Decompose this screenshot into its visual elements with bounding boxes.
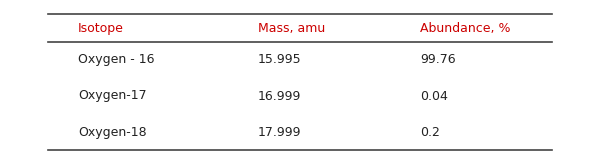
Text: Oxygen-18: Oxygen-18 [78,126,146,139]
Text: 0.04: 0.04 [420,89,448,103]
Text: Oxygen-17: Oxygen-17 [78,89,146,103]
Text: Abundance, %: Abundance, % [420,21,511,35]
Text: 17.999: 17.999 [258,126,302,139]
Text: Oxygen - 16: Oxygen - 16 [78,53,155,66]
Text: Isotope: Isotope [78,21,124,35]
Text: 99.76: 99.76 [420,53,455,66]
Text: 0.2: 0.2 [420,126,440,139]
Text: 15.995: 15.995 [258,53,302,66]
Text: Mass, amu: Mass, amu [258,21,325,35]
Text: 16.999: 16.999 [258,89,301,103]
